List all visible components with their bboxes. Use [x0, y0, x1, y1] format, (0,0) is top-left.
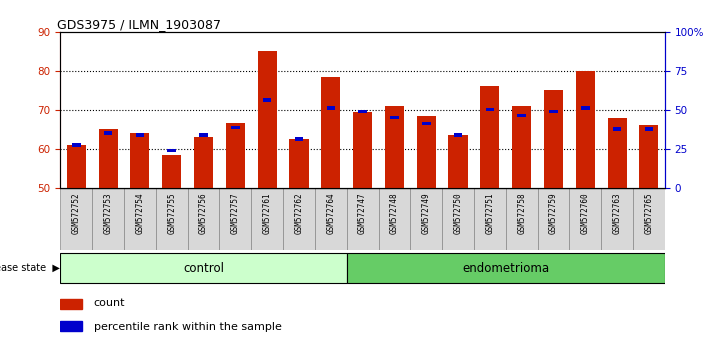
Bar — [315, 188, 347, 250]
Text: control: control — [183, 262, 224, 275]
Bar — [358, 110, 367, 113]
Bar — [474, 188, 506, 250]
Bar — [353, 112, 372, 188]
Bar — [581, 106, 589, 109]
Text: GSM572749: GSM572749 — [422, 193, 431, 234]
Bar — [231, 126, 240, 129]
Bar — [251, 188, 283, 250]
Text: GSM572750: GSM572750 — [454, 193, 463, 234]
Bar — [410, 188, 442, 250]
Text: GSM572758: GSM572758 — [517, 193, 526, 234]
Bar — [506, 188, 538, 250]
Bar — [199, 133, 208, 137]
Text: GSM572760: GSM572760 — [581, 193, 589, 234]
Bar — [60, 299, 82, 309]
Bar — [321, 76, 341, 188]
Bar — [289, 139, 309, 188]
Bar — [378, 188, 410, 250]
Bar — [442, 188, 474, 250]
Bar — [390, 116, 399, 119]
Bar — [645, 127, 653, 131]
Bar — [263, 98, 272, 102]
Text: GSM572753: GSM572753 — [104, 193, 112, 234]
Bar — [60, 253, 347, 283]
Bar — [613, 127, 621, 131]
Text: GSM572747: GSM572747 — [358, 193, 367, 234]
Bar — [639, 125, 658, 188]
Text: GSM572755: GSM572755 — [167, 193, 176, 234]
Text: disease state  ▶: disease state ▶ — [0, 263, 60, 273]
Bar — [294, 137, 304, 141]
Text: GSM572762: GSM572762 — [294, 193, 304, 234]
Bar — [136, 133, 144, 137]
Bar — [422, 122, 431, 125]
Bar — [226, 123, 245, 188]
Bar — [104, 131, 112, 135]
Bar — [385, 106, 404, 188]
Text: GSM572764: GSM572764 — [326, 193, 336, 234]
Text: GSM572752: GSM572752 — [72, 193, 81, 234]
Bar — [124, 188, 156, 250]
Bar — [538, 188, 570, 250]
Bar — [72, 143, 80, 147]
Text: GSM572765: GSM572765 — [644, 193, 653, 234]
Bar — [454, 133, 462, 137]
Bar — [481, 86, 499, 188]
Text: percentile rank within the sample: percentile rank within the sample — [94, 321, 282, 332]
Text: GSM572754: GSM572754 — [136, 193, 144, 234]
Bar — [60, 321, 82, 331]
Text: GSM572748: GSM572748 — [390, 193, 399, 234]
Bar — [417, 115, 436, 188]
Bar — [602, 188, 633, 250]
Bar — [518, 114, 526, 117]
Bar — [326, 106, 335, 109]
Bar — [544, 90, 563, 188]
Text: GSM572751: GSM572751 — [486, 193, 494, 234]
Bar — [570, 188, 602, 250]
Text: count: count — [94, 298, 125, 308]
Bar — [283, 188, 315, 250]
Bar — [512, 106, 531, 188]
Bar — [257, 51, 277, 188]
Bar — [99, 129, 118, 188]
Text: GSM572756: GSM572756 — [199, 193, 208, 234]
Bar — [220, 188, 251, 250]
Bar — [486, 108, 494, 112]
Text: GDS3975 / ILMN_1903087: GDS3975 / ILMN_1903087 — [58, 18, 221, 31]
Bar — [188, 188, 220, 250]
Bar — [633, 188, 665, 250]
Bar — [168, 149, 176, 152]
Text: endometrioma: endometrioma — [462, 262, 550, 275]
Bar — [576, 71, 595, 188]
Bar — [347, 188, 378, 250]
Text: GSM572759: GSM572759 — [549, 193, 558, 234]
Bar — [607, 118, 626, 188]
Bar — [156, 188, 188, 250]
Bar — [130, 133, 149, 188]
Bar — [60, 188, 92, 250]
Bar — [67, 145, 86, 188]
Bar — [449, 135, 468, 188]
Text: GSM572761: GSM572761 — [262, 193, 272, 234]
Bar — [347, 253, 665, 283]
Bar — [92, 188, 124, 250]
Text: GSM572763: GSM572763 — [613, 193, 621, 234]
Bar — [194, 137, 213, 188]
Bar — [162, 154, 181, 188]
Bar — [549, 110, 557, 113]
Text: GSM572757: GSM572757 — [231, 193, 240, 234]
